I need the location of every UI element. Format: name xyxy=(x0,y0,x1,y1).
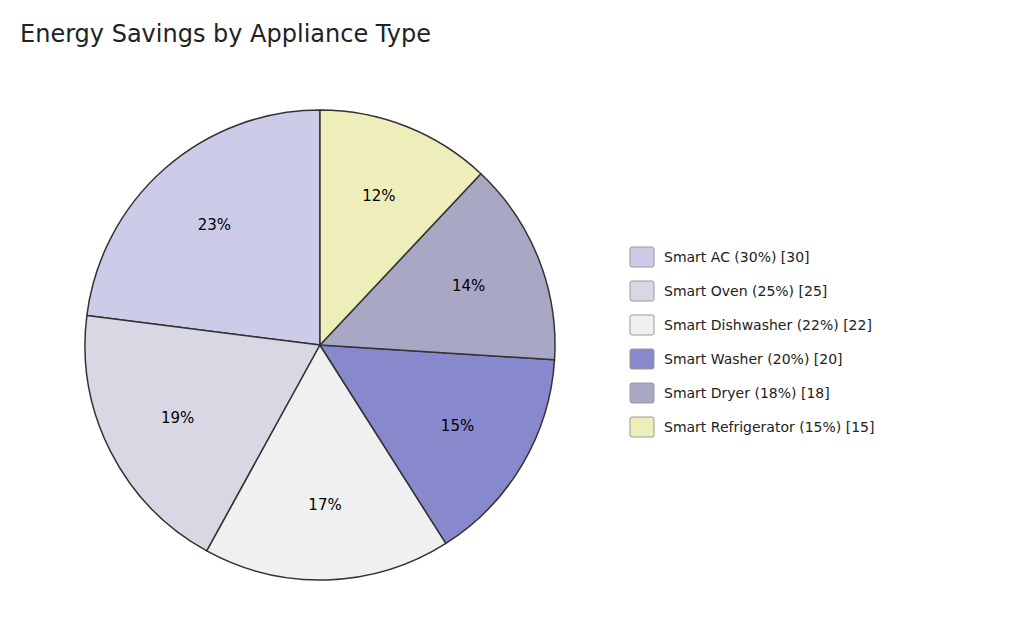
legend-swatch xyxy=(630,315,654,335)
legend-label: Smart Dishwasher (22%) [22] xyxy=(664,317,872,333)
slice-label: 17% xyxy=(308,496,341,514)
legend: Smart AC (30%) [30] Smart Oven (25%) [25]… xyxy=(630,247,874,437)
slice-label: 19% xyxy=(161,409,194,427)
legend-swatch xyxy=(630,383,654,403)
slice-label: 15% xyxy=(441,417,474,435)
legend-swatch xyxy=(630,281,654,301)
legend-swatch xyxy=(630,349,654,369)
legend-swatch xyxy=(630,417,654,437)
chart-svg: Energy Savings by Appliance Type 23% 19% 17… xyxy=(0,0,1024,627)
legend-label: Smart AC (30%) [30] xyxy=(664,249,810,265)
pie-slice xyxy=(320,345,555,543)
pie-labels: 23% 19% 17% 15% 14% 12% xyxy=(161,187,485,513)
slice-label: 23% xyxy=(198,216,231,234)
legend-swatch xyxy=(630,247,654,267)
legend-label: Smart Oven (25%) [25] xyxy=(664,283,827,299)
slice-label: 12% xyxy=(362,187,395,205)
chart-container: Energy Savings by Appliance Type 23% 19% 17… xyxy=(0,0,1024,627)
legend-label: Smart Dryer (18%) [18] xyxy=(664,385,830,401)
pie xyxy=(85,110,555,580)
legend-label: Smart Refrigerator (15%) [15] xyxy=(664,419,874,435)
pie-slice xyxy=(320,110,481,345)
chart-title: Energy Savings by Appliance Type xyxy=(20,20,431,48)
slice-label: 14% xyxy=(452,277,485,295)
pie-slice xyxy=(87,110,320,345)
legend-label: Smart Washer (20%) [20] xyxy=(664,351,843,367)
